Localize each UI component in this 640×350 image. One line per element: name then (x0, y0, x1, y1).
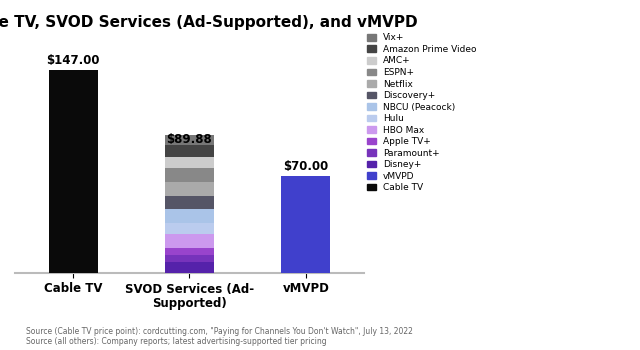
Bar (165, 145, 214, 157)
Title: Cable TV, SVOD Services (Ad-Supported), and vMVPD: Cable TV, SVOD Services (Ad-Supported), … (0, 15, 418, 30)
Text: $147.00: $147.00 (47, 54, 100, 67)
Text: $89.88: $89.88 (166, 133, 212, 146)
Bar (165, 248, 214, 255)
Bar (165, 234, 214, 248)
Bar (165, 255, 214, 262)
Bar (165, 223, 214, 234)
Bar (165, 182, 214, 196)
Bar (49, 70, 97, 273)
Bar (165, 157, 214, 168)
Bar (165, 135, 214, 145)
Bar (282, 176, 330, 273)
Bar (165, 168, 214, 182)
Text: $70.00: $70.00 (284, 160, 328, 173)
Legend: Vix+, Amazon Prime Video, AMC+, ESPN+, Netflix, Discovery+, NBCU (Peacock), Hulu: Vix+, Amazon Prime Video, AMC+, ESPN+, N… (367, 33, 476, 192)
Bar (165, 262, 214, 273)
Bar (165, 209, 214, 223)
Text: Source (Cable TV price point): cordcutting.com, "Paying for Channels You Don't W: Source (Cable TV price point): cordcutti… (26, 327, 412, 346)
Bar (165, 196, 214, 209)
